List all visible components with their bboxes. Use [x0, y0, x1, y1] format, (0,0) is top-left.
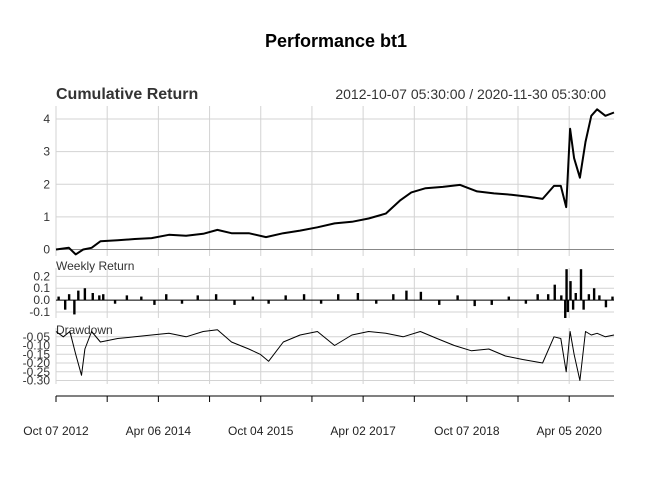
- weekly-return-bar: [582, 300, 585, 310]
- weekly-return-bar: [507, 296, 511, 301]
- weekly-return-bar: [125, 295, 129, 301]
- weekly-return-bar: [571, 300, 575, 310]
- weekly-return-bar: [180, 300, 184, 304]
- weekly-return-bar: [490, 300, 493, 305]
- weekly-return-bar: [592, 288, 596, 301]
- gridlines: [55, 106, 614, 384]
- x-tick-label: Oct 07 2012: [23, 424, 89, 438]
- y-tick-label: -0.30: [23, 374, 51, 388]
- weekly-return-bar: [419, 291, 423, 301]
- weekly-return-bar: [284, 295, 287, 301]
- y-tick-label: 4: [43, 112, 50, 126]
- x-tick-label: Oct 07 2018: [434, 424, 500, 438]
- weekly-return-bar: [214, 294, 218, 301]
- y-tick-label: 0.0: [33, 293, 50, 307]
- chart-title: Performance bt1: [265, 31, 407, 51]
- weekly-return-bar: [153, 300, 156, 305]
- weekly-return-bar: [140, 296, 143, 301]
- weekly-return-bar: [113, 300, 117, 304]
- weekly-return-bar: [611, 296, 614, 301]
- weekly-return-bar: [569, 281, 572, 301]
- weekly-return-bar: [63, 300, 67, 310]
- date-range-label: 2012-10-07 05:30:00 / 2020-11-30 05:30:0…: [335, 86, 606, 102]
- weekly-return-bar: [375, 300, 378, 304]
- weekly-return-bar: [165, 294, 168, 301]
- x-tick-label: Apr 06 2014: [126, 424, 192, 438]
- weekly-return-bar: [83, 288, 87, 301]
- weekly-return-bar: [553, 284, 556, 301]
- weekly-return-bar: [98, 295, 101, 301]
- weekly-return-bar: [91, 293, 94, 301]
- weekly-return-bar: [356, 293, 360, 301]
- y-tick-label: -0.05: [23, 330, 51, 344]
- weekly-return-bar: [565, 269, 568, 301]
- weekly-return-bar: [473, 300, 476, 307]
- y-tick-label: 0.1: [33, 281, 50, 295]
- y-tick-label: 2: [43, 177, 50, 191]
- weekly-return-bar: [196, 295, 199, 301]
- weekly-return-bar: [405, 290, 408, 301]
- y-tick-label: -0.15: [23, 347, 51, 361]
- weekly-return-bar: [73, 300, 76, 315]
- x-tick-label: Apr 02 2017: [330, 424, 396, 438]
- panel-label: Drawdown: [56, 323, 113, 337]
- panel-label: Weekly Return: [56, 259, 134, 273]
- y-tick-label: 3: [43, 145, 50, 159]
- weekly-return-bar: [102, 294, 105, 301]
- y-tick-label: -0.1: [29, 305, 50, 319]
- weekly-return-bar: [536, 294, 539, 301]
- weekly-return-bar: [438, 300, 441, 305]
- weekly-return-bar: [233, 300, 236, 305]
- y-tick-label: -0.20: [23, 356, 51, 370]
- weekly-return-bar: [336, 294, 340, 301]
- y-tick-label: 0: [43, 242, 50, 256]
- weekly-return-bar: [67, 294, 71, 301]
- weekly-return-bar: [579, 269, 583, 301]
- y-tick-label: 0.2: [33, 269, 50, 283]
- weekly-return-bar: [302, 294, 306, 301]
- weekly-return-bar: [587, 294, 591, 301]
- x-axis: Oct 07 2012 Apr 06 2014 Oct 04 2015 Apr 02 …: [23, 395, 614, 438]
- cumulative-return-label: Cumulative Return: [56, 86, 198, 103]
- cumulative-return-line: [55, 108, 615, 256]
- weekly-return-bar: [524, 300, 528, 304]
- y-tick-label: -0.10: [23, 339, 51, 353]
- weekly-return-bar: [77, 290, 80, 301]
- weekly-return-bar: [546, 294, 550, 301]
- weekly-return-bar: [267, 300, 270, 304]
- weekly-return-bar: [560, 295, 563, 301]
- y-tick-label: 1: [43, 210, 50, 224]
- weekly-return-bar: [456, 295, 459, 301]
- x-tick-label: Apr 05 2020: [536, 424, 602, 438]
- weekly-return-bar: [319, 300, 323, 304]
- weekly-return-bar: [604, 300, 608, 308]
- weekly-return-bar: [598, 295, 601, 301]
- drawdown-line: [55, 329, 615, 381]
- weekly-return-bar: [564, 300, 567, 318]
- weekly-return-bar: [251, 296, 255, 301]
- weekly-return-bar: [57, 296, 60, 301]
- weekly-return-bar: [574, 293, 577, 301]
- x-tick-label: Oct 04 2015: [228, 424, 294, 438]
- y-tick-label: -0.25: [23, 365, 51, 379]
- weekly-return-bar: [566, 300, 570, 313]
- weekly-return-bar: [392, 294, 395, 301]
